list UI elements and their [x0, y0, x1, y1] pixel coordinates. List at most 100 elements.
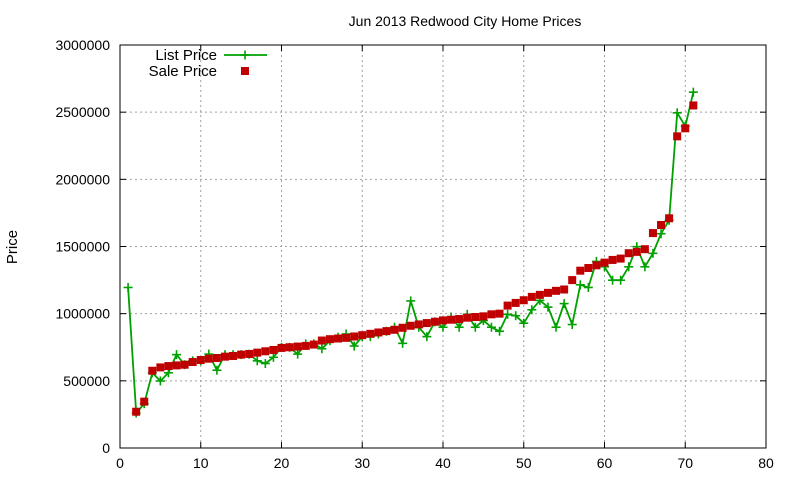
sale-price-point: [479, 312, 488, 321]
list-price-point: [688, 87, 698, 97]
sale-price-point: [560, 285, 569, 294]
sale-price-point: [188, 358, 197, 367]
sale-price-point: [382, 327, 391, 336]
x-tick-label: 80: [758, 455, 774, 471]
sale-price-point: [342, 333, 351, 342]
legend: List Price Sale Price: [149, 47, 267, 80]
sale-price-point: [148, 366, 157, 375]
list-price-point: [656, 229, 666, 239]
y-tick-label: 1500000: [55, 239, 110, 255]
sale-price-point: [471, 313, 480, 322]
sale-price-point: [511, 298, 520, 307]
sale-price-point: [293, 342, 302, 351]
x-tick-label: 60: [597, 455, 613, 471]
sale-price-point: [535, 290, 544, 299]
sale-price-point: [584, 263, 593, 272]
list-price-point: [317, 344, 327, 354]
y-tick-label: 3000000: [55, 37, 110, 53]
x-tick-label: 10: [193, 455, 209, 471]
list-price-point: [454, 322, 464, 332]
sale-price-point: [552, 286, 561, 295]
sale-price-point: [681, 124, 690, 133]
list-price-point: [519, 318, 529, 328]
sale-price-point: [390, 325, 399, 334]
list-price-point: [470, 322, 480, 332]
x-tick-label: 30: [354, 455, 370, 471]
sale-price-point: [180, 360, 189, 369]
sale-price-point: [261, 347, 270, 356]
sale-price-point: [673, 132, 682, 141]
list-price-point: [268, 352, 278, 362]
sale-price-point: [600, 258, 609, 267]
list-price-point: [495, 326, 505, 336]
sale-price-point: [616, 254, 625, 263]
list-price-point: [398, 338, 408, 348]
grid: [120, 45, 766, 448]
list-price-point: [260, 359, 270, 369]
sale-price-point: [543, 288, 552, 297]
sale-price-point: [317, 336, 326, 345]
sale-price-point: [665, 214, 674, 223]
sale-price-point: [632, 247, 641, 256]
sale-price-point: [576, 266, 585, 275]
list-price-line: [127, 91, 695, 415]
sale-price-point: [487, 310, 496, 319]
sale-price-point: [648, 229, 657, 238]
sale-price-point: [212, 353, 221, 362]
list-price-point: [172, 350, 182, 360]
sale-price-point: [414, 320, 423, 329]
list-price-point: [648, 248, 658, 258]
sale-price-point: [430, 317, 439, 326]
chart-title: Jun 2013 Redwood City Home Prices: [349, 13, 582, 29]
y-tick-label: 0: [102, 440, 110, 456]
list-price-point: [155, 376, 165, 386]
sale-price-point: [164, 362, 173, 371]
sale-price-point: [350, 332, 359, 341]
list-price-point: [624, 262, 634, 272]
sale-price-point: [237, 350, 246, 359]
x-tick-label: 40: [435, 455, 451, 471]
x-tick-label: 50: [516, 455, 532, 471]
sale-price-point: [455, 315, 464, 324]
series-layer: [123, 87, 698, 418]
sale-price-point: [245, 349, 254, 358]
y-tick-label: 1000000: [55, 306, 110, 322]
x-tick-label: 70: [677, 455, 693, 471]
sale-price-point: [196, 356, 205, 365]
list-price-point: [559, 299, 569, 309]
sale-price-point: [269, 345, 278, 354]
y-tick-label: 500000: [63, 373, 110, 389]
sale-price-point: [358, 331, 367, 340]
x-tick-label: 20: [274, 455, 290, 471]
sale-price-point: [592, 261, 601, 270]
sale-price-point: [204, 354, 213, 363]
sale-price-point: [527, 292, 536, 301]
sale-price-point: [398, 323, 407, 332]
y-tick-label: 2500000: [55, 104, 110, 120]
sale-price-point: [172, 361, 181, 370]
list-price-point: [511, 311, 521, 321]
sale-price-point: [374, 328, 383, 337]
list-price-point: [123, 282, 133, 292]
list-price-point: [349, 341, 359, 351]
sale-price-point: [447, 315, 456, 324]
list-price-point: [616, 275, 626, 285]
list-price-point: [640, 262, 650, 272]
list-price-point: [527, 305, 537, 315]
list-price-point: [406, 296, 416, 306]
sale-price-point: [132, 407, 141, 416]
y-tick-label: 2000000: [55, 171, 110, 187]
list-price-point: [503, 309, 513, 319]
list-price-point: [543, 302, 553, 312]
sale-price-point: [325, 335, 334, 344]
sale-price-point: [366, 329, 375, 338]
list-price-point: [672, 108, 682, 118]
sale-price-point: [220, 352, 229, 361]
sale-price-point: [495, 309, 504, 318]
list-price-point: [422, 332, 432, 342]
list-price-point: [608, 275, 618, 285]
sale-price-point: [309, 340, 318, 349]
list-price-point: [293, 349, 303, 359]
